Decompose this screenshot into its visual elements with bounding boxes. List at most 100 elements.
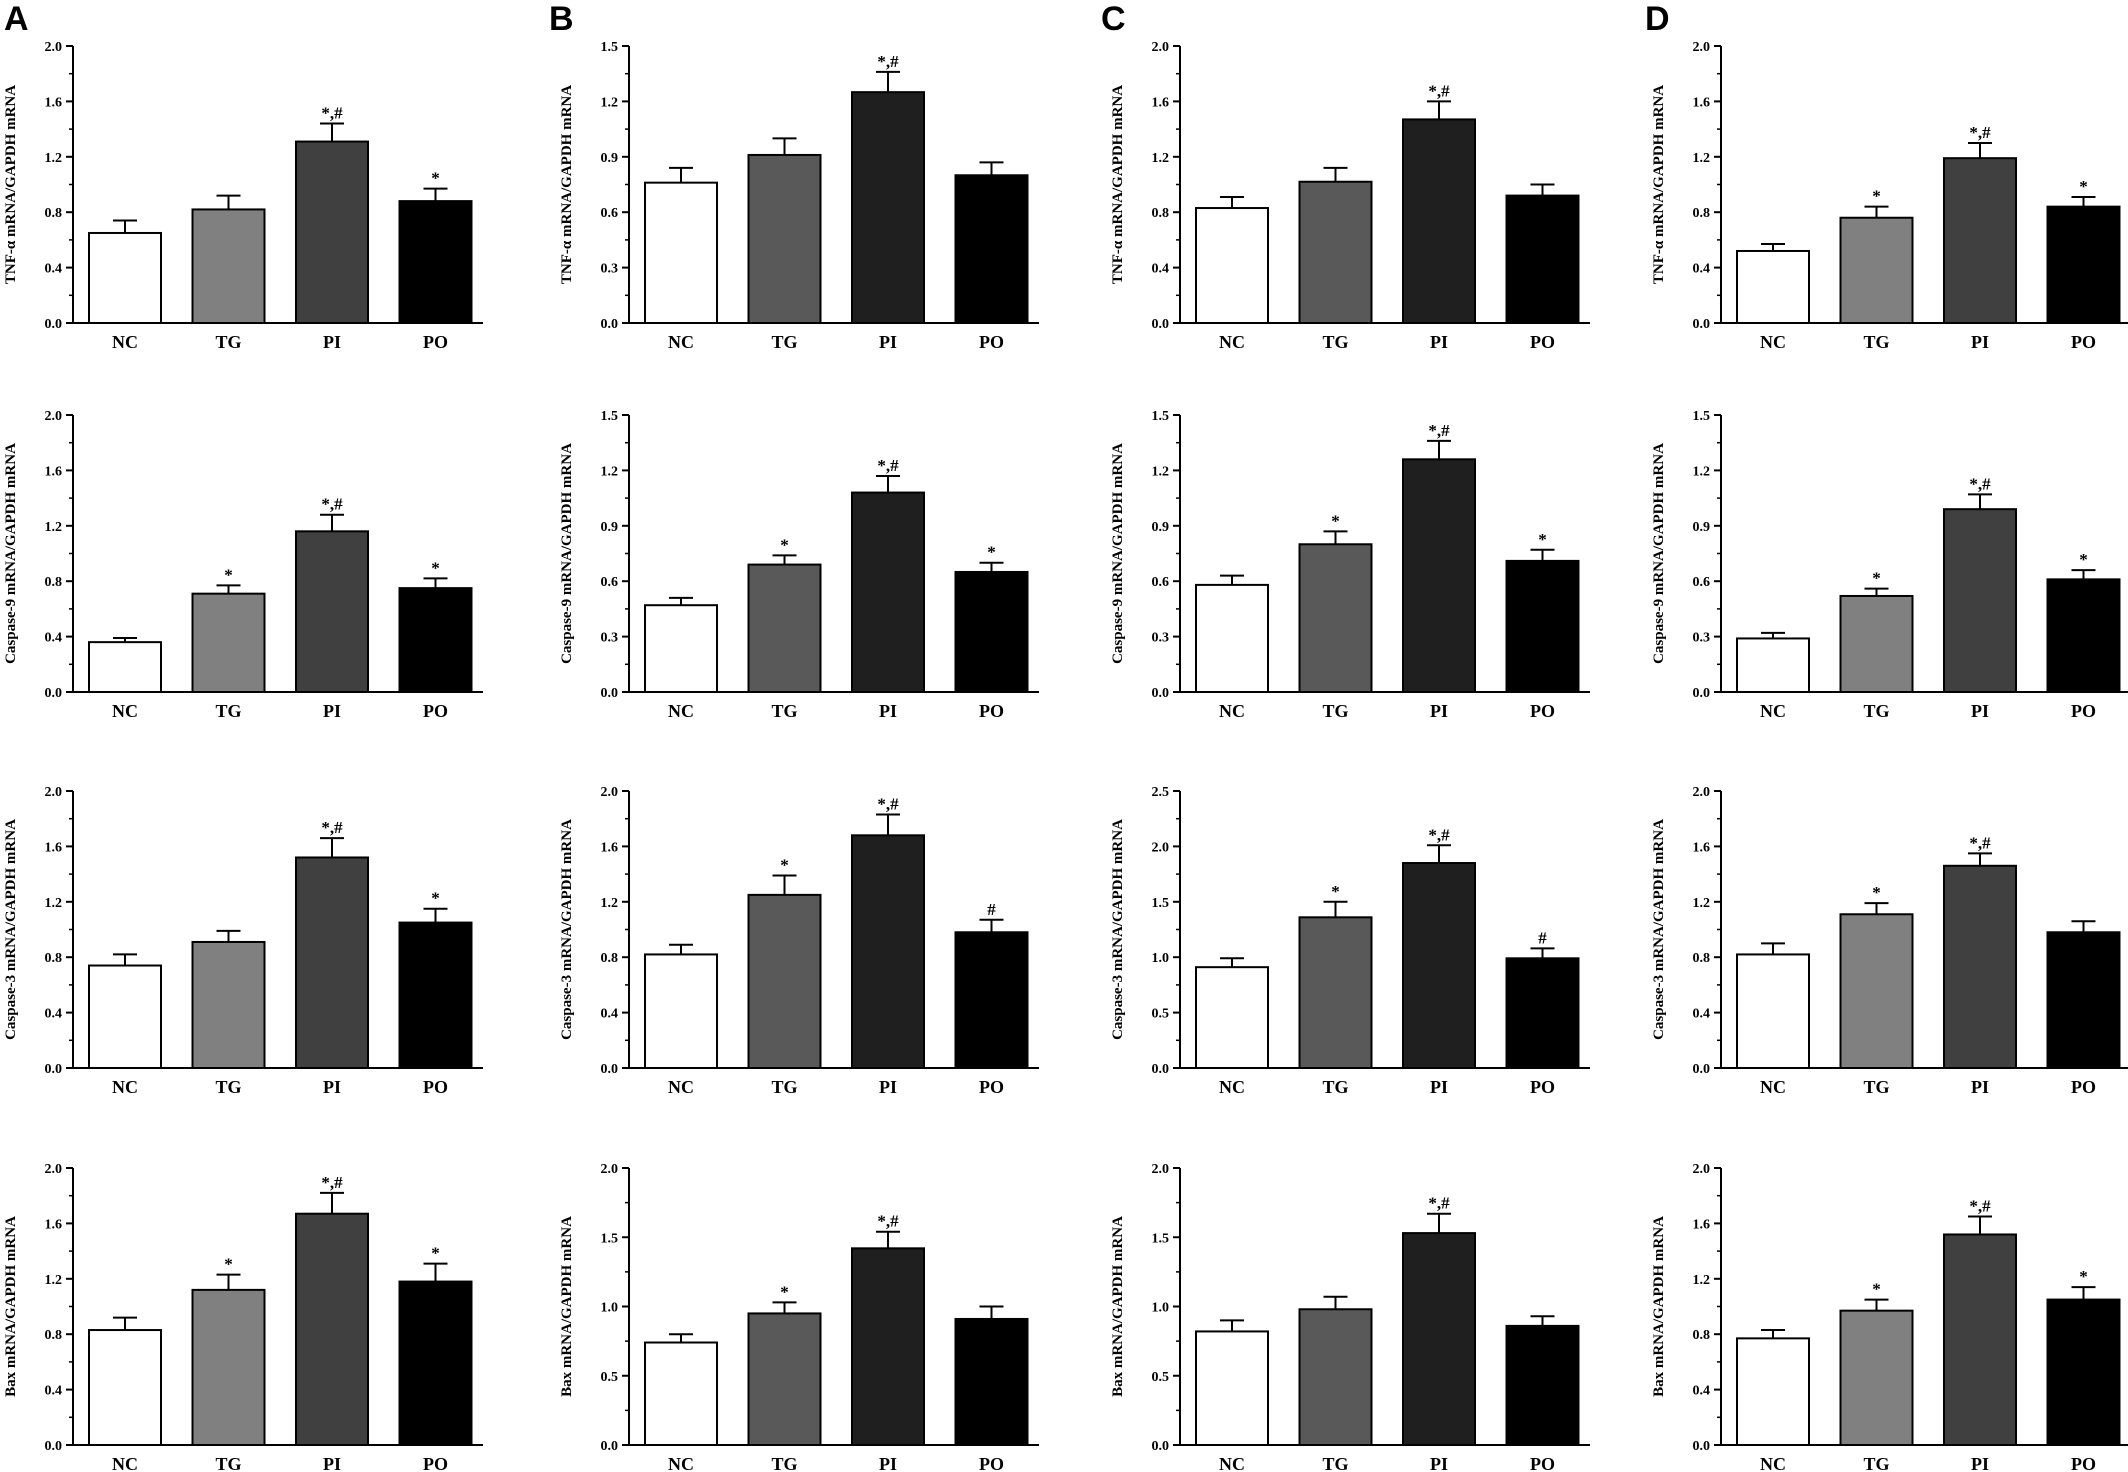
y-axis-label: Bax mRNA/GAPDH mRNA [1110, 1216, 1126, 1397]
x-category-label: NC [1760, 1454, 1786, 1472]
y-axis-label: Caspase-3 mRNA/GAPDH mRNA [559, 819, 575, 1040]
bar-pi [1402, 458, 1476, 693]
y-tick-label: 0.0 [1693, 317, 1711, 332]
bar-pi [851, 1247, 925, 1446]
bar-po [398, 200, 473, 324]
significance-label: * [780, 1282, 789, 1301]
y-tick-label: 1.2 [601, 464, 619, 479]
x-category-label: PO [2071, 701, 2096, 721]
bar-po [954, 570, 1029, 694]
x-category-label: PI [1430, 332, 1448, 352]
y-tick-label: 1.5 [601, 409, 619, 424]
y-tick-label: 0.0 [1693, 1062, 1711, 1077]
panel-letter-b: B [549, 0, 574, 38]
significance-label: # [987, 900, 996, 919]
bar-po [1505, 559, 1580, 693]
y-tick-label: 0.4 [1693, 1007, 1711, 1022]
x-category-label: TG [1322, 1077, 1348, 1097]
chart-panel-a-row-1: 0.0 0.4 0.8 1.2 1.6 2.0 Caspase-9 mRNA/GAPDH m… [3, 409, 483, 721]
y-tick-label: 1.2 [45, 896, 63, 911]
x-category-label: TG [1863, 1454, 1889, 1472]
bar-po [1505, 194, 1580, 324]
x-category-label: NC [112, 332, 138, 352]
bar-tg [191, 592, 266, 693]
bar-tg [1839, 1309, 1914, 1447]
y-tick-label: 0.4 [45, 1007, 63, 1022]
significance-label: * [431, 889, 440, 908]
y-tick-label: 1.2 [1693, 464, 1711, 479]
bar-tg [191, 208, 266, 324]
y-tick-label: 1.2 [601, 95, 619, 110]
bar-po [954, 174, 1029, 324]
y-tick-label: 0.6 [1152, 575, 1170, 590]
y-tick-label: 1.6 [1693, 840, 1711, 855]
y-tick-label: 0.4 [1693, 262, 1711, 277]
significance-label: * [224, 565, 233, 584]
y-tick-label: 0.8 [1152, 206, 1170, 221]
y-tick-label: 0.4 [45, 1384, 63, 1399]
x-category-label: NC [1760, 1077, 1786, 1097]
y-tick-label: 0.9 [601, 520, 619, 535]
x-category-label: NC [1219, 1077, 1245, 1097]
y-tick-label: 0.8 [1693, 951, 1711, 966]
x-category-label: PO [423, 332, 448, 352]
y-tick-label: 0.0 [45, 317, 63, 332]
y-tick-label: 1.6 [601, 840, 619, 855]
y-tick-label: 1.6 [45, 464, 63, 479]
bar-po [1505, 957, 1580, 1069]
y-axis-label: Bax mRNA/GAPDH mRNA [3, 1216, 19, 1397]
y-tick-label: 0.4 [45, 631, 63, 646]
y-tick-label: 2.0 [45, 409, 63, 424]
bar-nc [644, 953, 718, 1069]
x-category-label: TG [1322, 332, 1348, 352]
significance-label: * [224, 1255, 233, 1274]
bar-tg [747, 1312, 822, 1447]
chart-panel-c-row-1: 0.0 0.3 0.6 0.9 1.2 1.5 Caspase-9 mRNA/GAPDH m… [1110, 409, 1590, 721]
x-category-label: PO [1530, 1077, 1555, 1097]
bar-nc [1195, 207, 1269, 324]
y-tick-label: 2.0 [45, 40, 63, 55]
significance-label: * [1331, 511, 1340, 530]
bar-tg [747, 563, 822, 694]
y-tick-label: 1.5 [1693, 409, 1711, 424]
significance-label: *,# [1969, 833, 1991, 852]
bar-tg [1839, 913, 1914, 1070]
bar-tg [1298, 180, 1373, 324]
bar-tg [1839, 594, 1914, 693]
x-category-label: PI [1971, 1454, 1989, 1472]
x-category-label: PI [323, 1454, 341, 1472]
y-tick-label: 2.0 [1693, 40, 1711, 55]
y-tick-label: 1.0 [1152, 1301, 1170, 1316]
significance-label: * [1331, 882, 1340, 901]
x-category-label: PO [979, 1077, 1004, 1097]
significance-label: * [780, 855, 789, 874]
bar-nc [644, 604, 718, 693]
y-tick-label: 2.0 [1152, 840, 1170, 855]
bar-nc [1736, 637, 1810, 693]
x-category-label: TG [771, 332, 797, 352]
y-tick-label: 2.0 [1152, 40, 1170, 55]
y-tick-label: 0.0 [45, 1062, 63, 1077]
bar-nc [1736, 249, 1810, 324]
significance-label: *,# [877, 1212, 899, 1231]
y-tick-label: 0.8 [1693, 1328, 1711, 1343]
bar-nc [644, 1341, 718, 1447]
x-category-label: NC [668, 1077, 694, 1097]
y-tick-label: 1.6 [45, 840, 63, 855]
y-tick-label: 2.0 [45, 785, 63, 800]
y-axis-label: Caspase-9 mRNA/GAPDH mRNA [559, 443, 575, 664]
chart-panel-a-row-2: 0.0 0.4 0.8 1.2 1.6 2.0 Caspase-3 mRNA/GAPDH m… [3, 785, 483, 1097]
y-tick-label: 0.0 [1693, 686, 1711, 701]
y-tick-label: 1.5 [1152, 409, 1170, 424]
y-tick-label: 0.0 [1152, 686, 1170, 701]
significance-label: *,# [1428, 825, 1450, 844]
y-tick-label: 2.5 [1152, 785, 1170, 800]
y-axis-label: Caspase-3 mRNA/GAPDH mRNA [1651, 819, 1667, 1040]
panel-letter-a: A [4, 0, 29, 38]
bar-nc [1195, 1330, 1269, 1447]
significance-label: * [2079, 550, 2088, 569]
significance-label: *,# [877, 795, 899, 814]
significance-label: * [1872, 1280, 1881, 1299]
significance-label: * [431, 1244, 440, 1263]
x-category-label: PO [423, 701, 448, 721]
